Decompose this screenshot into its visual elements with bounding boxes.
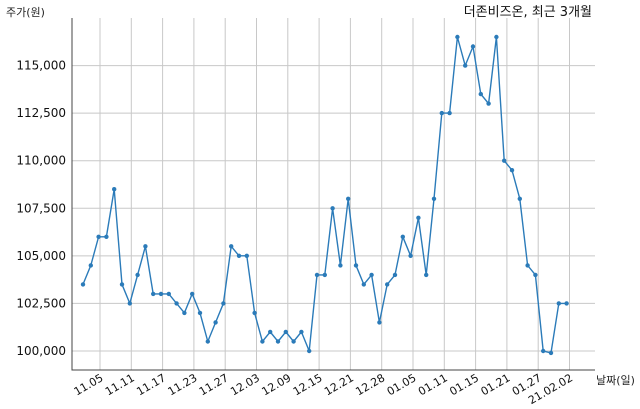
data-point	[494, 34, 499, 40]
data-point	[252, 310, 257, 316]
chart-title: 더존비즈온, 최근 3개월	[464, 5, 592, 20]
x-tick-label: 11.23	[166, 371, 200, 398]
x-tick-label: 11.05	[72, 371, 106, 398]
data-point	[478, 91, 483, 97]
data-point	[236, 253, 242, 258]
y-tick-label: 100,000	[16, 344, 66, 358]
data-point	[556, 301, 561, 306]
x-axis-label: 날짜(일)	[596, 373, 635, 387]
data-point	[353, 263, 359, 268]
data-point	[338, 263, 343, 268]
data-point	[400, 234, 405, 239]
data-point	[314, 272, 320, 278]
data-point	[548, 350, 554, 356]
data-point	[166, 291, 171, 297]
x-tick-label: 01.15	[447, 371, 481, 398]
data-point	[447, 110, 452, 116]
data-point	[244, 253, 249, 258]
data-point	[205, 339, 210, 344]
series-layer	[80, 34, 569, 356]
data-point	[431, 196, 437, 201]
data-point	[424, 272, 429, 278]
plot-frame	[71, 18, 595, 371]
data-point	[268, 329, 273, 335]
x-tick-label: 12.15	[291, 371, 325, 398]
x-tick-label: 12.21	[322, 371, 356, 398]
data-point	[361, 282, 366, 287]
data-point	[416, 215, 421, 220]
data-point	[291, 339, 296, 344]
data-point	[541, 348, 546, 354]
data-point	[502, 158, 507, 163]
series-line	[82, 36, 567, 354]
data-point	[182, 310, 187, 316]
x-tick-label: 01.21	[479, 371, 513, 398]
data-point	[470, 44, 476, 49]
y-tick-label: 107,500	[16, 201, 66, 215]
data-point	[517, 196, 522, 201]
data-point	[213, 320, 218, 325]
data-point	[119, 282, 125, 287]
data-point	[533, 272, 538, 278]
data-point	[307, 348, 312, 354]
data-point	[135, 272, 140, 278]
x-tick-label: 11.17	[134, 371, 168, 398]
x-tick-label: 01.05	[385, 371, 419, 398]
data-point	[564, 301, 569, 306]
data-point	[112, 187, 117, 192]
data-point	[525, 263, 530, 268]
y-tick-labels: 100,000 102,500 105,000 107,500 110,000 112,5…	[16, 59, 66, 358]
data-point	[283, 329, 288, 335]
y-tick-label: 115,000	[16, 59, 66, 73]
data-point	[392, 272, 398, 278]
data-point	[408, 253, 413, 258]
x-tick-label: 01.11	[416, 371, 450, 398]
grid-layer	[72, 18, 595, 370]
data-point	[509, 168, 515, 173]
y-tick-label: 110,000	[16, 154, 66, 168]
data-point	[377, 320, 382, 325]
data-point	[151, 291, 156, 297]
data-point	[174, 301, 179, 306]
y-tick-label: 102,500	[16, 296, 66, 310]
data-point	[127, 301, 132, 306]
data-point	[275, 339, 281, 344]
data-point	[96, 234, 101, 239]
data-point	[197, 310, 203, 316]
data-point	[221, 301, 226, 306]
data-point	[299, 329, 304, 335]
data-point	[369, 272, 374, 278]
x-tick-label: 12.09	[260, 371, 294, 398]
data-point	[88, 263, 94, 268]
y-tick-label: 112,500	[16, 106, 66, 120]
y-tick-label: 105,000	[16, 249, 66, 263]
data-point	[158, 291, 164, 297]
data-point	[143, 244, 148, 249]
data-point	[80, 282, 86, 287]
data-point	[330, 206, 335, 211]
data-point	[439, 110, 444, 116]
y-axis-label: 주가(원)	[6, 6, 45, 19]
x-tick-label: 12.03	[228, 371, 262, 398]
data-point	[322, 272, 327, 278]
data-point	[346, 196, 351, 201]
x-tick-label: 12.28	[353, 371, 387, 398]
data-point	[455, 34, 460, 40]
data-point	[190, 291, 195, 297]
data-point	[486, 101, 491, 106]
data-point	[385, 282, 390, 287]
data-point	[463, 63, 468, 68]
x-tick-label: 11.27	[197, 371, 231, 398]
data-point	[104, 234, 109, 239]
x-tick-label: 11.11	[103, 371, 137, 398]
data-point	[260, 339, 265, 344]
data-point	[229, 244, 234, 249]
x-tick-labels: 11.0511.1111.1711.2311.2712.0312.0912.15…	[72, 371, 575, 407]
